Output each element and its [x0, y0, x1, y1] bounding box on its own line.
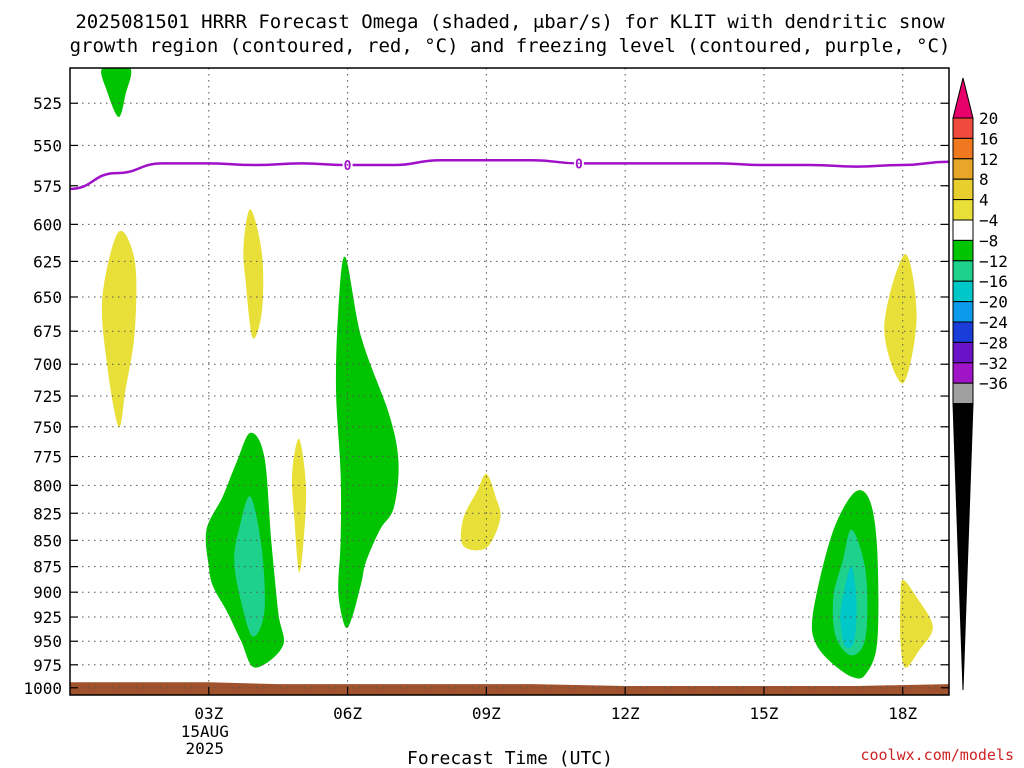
colorbar-segment — [952, 158, 974, 180]
freezing-level-label: 0 — [344, 159, 352, 174]
x-tick-label: 18Z — [888, 704, 917, 723]
pressure-axis: 525 550 575 600 625 650 675 700 725 750 775 800 825 8… — [23, 94, 949, 698]
y-tick-label: 825 — [33, 504, 62, 523]
colorbar-label: −20 — [979, 293, 1008, 312]
colorbar-segment — [952, 362, 974, 384]
colorbar-segment — [952, 239, 974, 262]
credit-text: coolwx.com/models — [860, 746, 1014, 764]
freezing-level-line — [70, 158, 949, 191]
y-tick-label: 625 — [33, 252, 62, 271]
colorbar-label: −24 — [979, 313, 1008, 332]
colorbar-label: −8 — [979, 231, 998, 250]
x-tick-label: 12Z — [611, 704, 640, 723]
colorbar-segment — [952, 137, 974, 160]
omega-area — [291, 438, 307, 573]
chart-title-line-2: growth region (contoured, red, °C) and f… — [70, 35, 951, 57]
y-tick-label: 800 — [33, 476, 62, 495]
colorbar-label: −36 — [979, 374, 1008, 393]
chart-title-line-1: 2025081501 HRRR Forecast Omega (shaded, … — [75, 11, 945, 33]
colorbar-label: 20 — [979, 109, 998, 128]
omega-area — [243, 209, 264, 339]
y-tick-label: 975 — [33, 656, 62, 675]
terrain-layer — [70, 682, 949, 695]
plot-grid — [70, 68, 949, 695]
y-tick-label: 650 — [33, 288, 62, 307]
y-tick-label: 575 — [33, 177, 62, 196]
colorbar-label: −32 — [979, 354, 1008, 373]
colorbar-segment — [952, 219, 974, 241]
x-tick-label: 09Z — [472, 704, 501, 723]
x-axis-label: Forecast Time (UTC) — [407, 748, 613, 768]
colorbar-label: −12 — [979, 252, 1008, 271]
freezing-level-label-bg — [573, 155, 584, 171]
x-tick-sublabel: 2025 — [186, 739, 225, 758]
colorbar-segment — [952, 199, 974, 221]
x-tick-label: 06Z — [333, 704, 362, 723]
colorbar-label: 8 — [979, 170, 989, 189]
colorbar-label: −4 — [979, 211, 998, 230]
y-tick-label: 525 — [33, 94, 62, 113]
y-tick-label: 950 — [33, 632, 62, 651]
y-tick-label: 775 — [33, 448, 62, 467]
colorbar-segment — [952, 301, 974, 323]
colorbar-segment — [952, 382, 974, 405]
omega-area — [884, 254, 917, 384]
omega-area — [234, 496, 265, 637]
colorbar-bottom-arrow — [952, 403, 974, 691]
colorbar-segment — [952, 321, 974, 343]
y-tick-label: 875 — [33, 558, 62, 577]
x-tick-label: 03Z — [194, 704, 223, 723]
y-tick-label: 725 — [33, 387, 62, 406]
colorbar-label: −28 — [979, 333, 1008, 352]
y-tick-label: 750 — [33, 418, 62, 437]
colorbar-segment — [952, 117, 974, 139]
freezing-level-label: 0 — [575, 157, 583, 172]
colorbar-label: 4 — [979, 191, 989, 210]
y-tick-label: 1000 — [23, 679, 62, 698]
omega-area — [460, 473, 501, 551]
colorbar-segment — [952, 280, 974, 303]
omega-area — [101, 68, 132, 118]
terrain-band — [70, 682, 949, 695]
omega-area — [335, 256, 399, 629]
y-tick-label: 600 — [33, 215, 62, 234]
colorbar-label: −16 — [979, 272, 1008, 291]
y-tick-label: 900 — [33, 583, 62, 602]
omega-shaded-areas — [101, 68, 933, 679]
y-tick-label: 925 — [33, 608, 62, 627]
colorbar-segment — [952, 178, 974, 201]
omega-area — [899, 579, 933, 668]
x-tick-sublabel: 15AUG — [181, 722, 229, 741]
x-tick-label: 15Z — [749, 704, 778, 723]
y-tick-label: 700 — [33, 355, 62, 374]
freezing-level-label-bg — [342, 157, 353, 173]
colorbar-label: 12 — [979, 150, 998, 169]
omega-area — [840, 566, 857, 649]
colorbar-segment — [952, 341, 974, 364]
colorbar-label: 16 — [979, 129, 998, 148]
y-tick-label: 675 — [33, 322, 62, 341]
colorbar-top-arrow — [952, 77, 974, 119]
plot-frame — [69, 67, 950, 696]
y-tick-label: 550 — [33, 136, 62, 155]
y-tick-label: 850 — [33, 531, 62, 550]
colorbar-segment — [952, 260, 974, 282]
omega-area — [101, 230, 137, 428]
